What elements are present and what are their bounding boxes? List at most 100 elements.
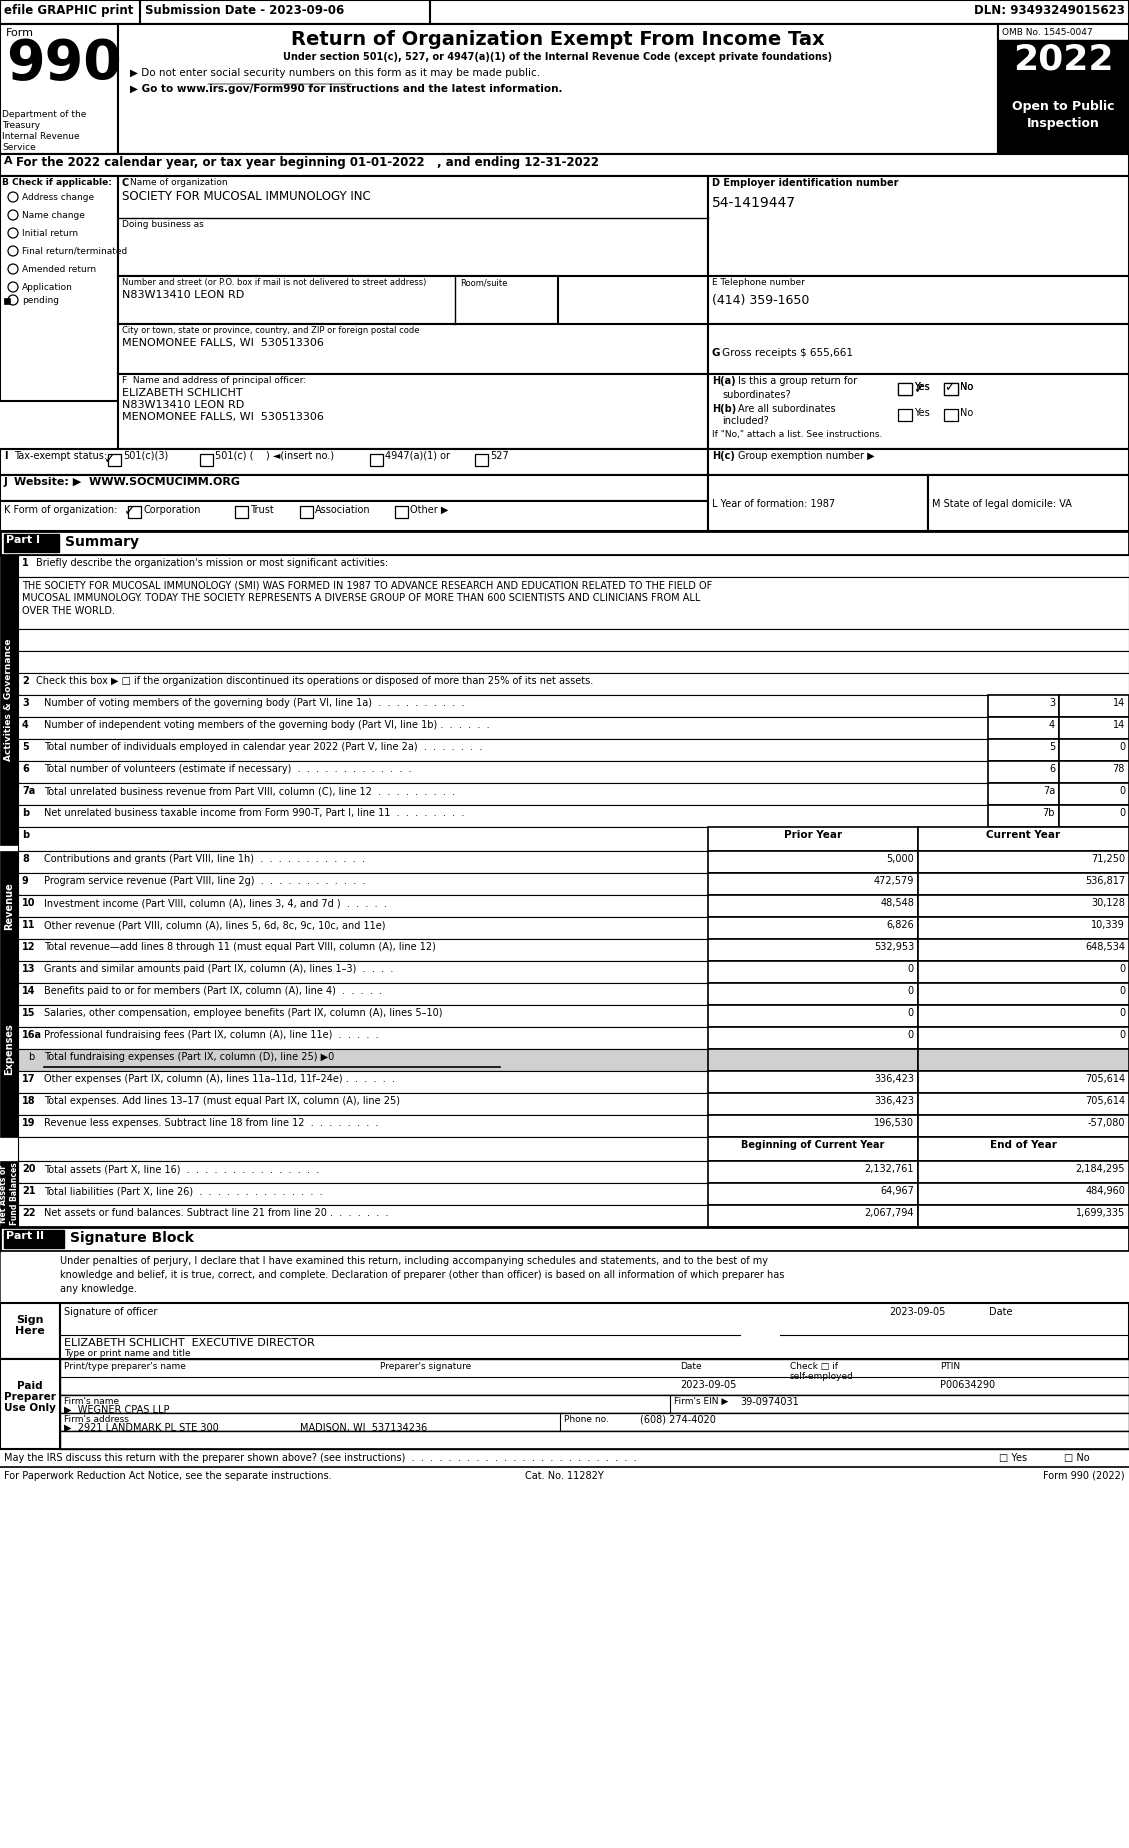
Bar <box>0 850 18 961</box>
Text: PTIN: PTIN <box>940 1362 960 1371</box>
Text: Form: Form <box>6 28 34 39</box>
Text: 30,128: 30,128 <box>1091 898 1124 907</box>
Text: Inspection: Inspection <box>1026 116 1100 129</box>
Bar <box>708 1137 918 1161</box>
Text: 0: 0 <box>1119 808 1124 819</box>
Text: Is this a group return for: Is this a group return for <box>738 375 857 386</box>
Bar <box>60 1303 1129 1358</box>
Text: 0: 0 <box>1119 785 1124 796</box>
Bar <box>0 24 119 153</box>
Text: ELIZABETH SCHLICHT  EXECUTIVE DIRECTOR: ELIZABETH SCHLICHT EXECUTIVE DIRECTOR <box>64 1338 315 1347</box>
Text: 472,579: 472,579 <box>874 876 914 885</box>
Bar <box>18 872 708 894</box>
Text: Total liabilities (Part X, line 26)  .  .  .  .  .  .  .  .  .  .  .  .  .  .: Total liabilities (Part X, line 26) . . … <box>44 1186 323 1196</box>
Bar <box>708 176 1129 275</box>
Text: 4: 4 <box>1049 721 1054 730</box>
Text: Yes: Yes <box>914 383 930 392</box>
Text: Check this box ▶ □ if the organization discontinued its operations or disposed o: Check this box ▶ □ if the organization d… <box>36 676 593 686</box>
Text: Grants and similar amounts paid (Part IX, column (A), lines 1–3)  .  .  .  .: Grants and similar amounts paid (Part IX… <box>44 965 393 974</box>
Bar <box>60 1395 1129 1414</box>
Text: 2,184,295: 2,184,295 <box>1076 1164 1124 1173</box>
Bar <box>0 1161 18 1227</box>
Bar <box>988 761 1059 784</box>
Text: 2023-09-05: 2023-09-05 <box>889 1307 945 1318</box>
Text: Firm's EIN ▶: Firm's EIN ▶ <box>674 1397 728 1406</box>
Bar <box>918 1092 1129 1114</box>
Bar <box>1059 761 1129 784</box>
Text: Amended return: Amended return <box>21 264 96 274</box>
Text: No: No <box>960 408 973 418</box>
Bar <box>708 872 918 894</box>
Text: Use Only: Use Only <box>5 1403 56 1414</box>
Text: Revenue less expenses. Subtract line 18 from line 12  .  .  .  .  .  .  .  .: Revenue less expenses. Subtract line 18 … <box>44 1118 378 1127</box>
Bar <box>60 1358 1129 1395</box>
Text: 501(c) (    ) ◄(insert no.): 501(c) ( ) ◄(insert no.) <box>215 451 334 460</box>
Text: H(b): H(b) <box>712 405 736 414</box>
Text: If "No," attach a list. See instructions.: If "No," attach a list. See instructions… <box>712 431 883 440</box>
Bar <box>0 1358 60 1449</box>
Text: pending: pending <box>21 296 59 305</box>
Text: F  Name and address of principal officer:: F Name and address of principal officer: <box>122 375 306 384</box>
Bar <box>18 1205 708 1227</box>
Text: knowledge and belief, it is true, correct, and complete. Declaration of preparer: knowledge and belief, it is true, correc… <box>60 1270 785 1281</box>
Bar <box>708 983 918 1005</box>
Text: B Check if applicable:: B Check if applicable: <box>2 177 112 187</box>
Bar <box>1059 739 1129 761</box>
Text: 11: 11 <box>21 920 35 930</box>
Bar <box>918 939 1129 961</box>
Text: Application: Application <box>21 283 73 292</box>
Text: A: A <box>5 155 12 166</box>
Bar <box>944 383 959 395</box>
Bar <box>18 1050 708 1072</box>
Bar <box>708 939 918 961</box>
Text: Total assets (Part X, line 16)  .  .  .  .  .  .  .  .  .  .  .  .  .  .  .: Total assets (Part X, line 16) . . . . .… <box>44 1164 320 1173</box>
Text: subordinates?: subordinates? <box>723 390 790 399</box>
Bar <box>5 298 10 305</box>
Text: Part I: Part I <box>6 536 40 545</box>
Text: Trust: Trust <box>250 505 273 516</box>
Text: J: J <box>5 477 8 488</box>
Bar <box>18 828 708 850</box>
Text: Signature Block: Signature Block <box>70 1231 194 1246</box>
Text: Revenue: Revenue <box>5 881 14 930</box>
Bar <box>18 1092 708 1114</box>
Text: Total unrelated business revenue from Part VIII, column (C), line 12  .  .  .  .: Total unrelated business revenue from Pa… <box>44 785 455 796</box>
Text: Other expenses (Part IX, column (A), lines 11a–11d, 11f–24e) .  .  .  .  .  .: Other expenses (Part IX, column (A), lin… <box>44 1074 395 1085</box>
Text: 9: 9 <box>21 876 28 885</box>
Text: 10: 10 <box>21 898 35 907</box>
Text: Print/type preparer's name: Print/type preparer's name <box>64 1362 186 1371</box>
Text: ✓: ✓ <box>104 453 115 466</box>
Text: Room/suite: Room/suite <box>460 277 507 286</box>
Bar <box>998 24 1129 153</box>
Bar <box>18 917 708 939</box>
Text: 2023-09-05: 2023-09-05 <box>680 1380 736 1390</box>
Bar <box>708 1114 918 1137</box>
Text: 0: 0 <box>1119 1007 1124 1018</box>
Text: 5: 5 <box>1049 743 1054 752</box>
Text: N83W13410 LEON RD: N83W13410 LEON RD <box>122 399 244 410</box>
Text: 78: 78 <box>1112 763 1124 774</box>
Bar <box>998 94 1129 153</box>
Bar <box>708 1005 918 1027</box>
Bar <box>18 577 1129 628</box>
Text: Net assets or fund balances. Subtract line 21 from line 20 .  .  .  .  .  .  .: Net assets or fund balances. Subtract li… <box>44 1209 388 1218</box>
Text: included?: included? <box>723 416 769 427</box>
Bar <box>918 1027 1129 1050</box>
Text: 336,423: 336,423 <box>874 1074 914 1085</box>
Text: 0: 0 <box>908 1007 914 1018</box>
Bar <box>5 534 59 553</box>
Text: 14: 14 <box>1113 721 1124 730</box>
Bar <box>0 961 18 1137</box>
Bar <box>0 176 119 401</box>
Bar <box>708 1205 918 1227</box>
Text: Department of the: Department of the <box>2 111 87 118</box>
Text: MENOMONEE FALLS, WI  530513306: MENOMONEE FALLS, WI 530513306 <box>122 338 324 347</box>
Bar <box>119 24 998 153</box>
Text: Form 990 (2022): Form 990 (2022) <box>1043 1471 1124 1480</box>
Bar <box>18 939 708 961</box>
Text: 16a: 16a <box>21 1029 42 1040</box>
Text: MENOMONEE FALLS, WI  530513306: MENOMONEE FALLS, WI 530513306 <box>122 412 324 421</box>
Bar <box>0 0 1129 24</box>
Text: Doing business as: Doing business as <box>122 220 203 229</box>
Text: H(a): H(a) <box>712 375 736 386</box>
